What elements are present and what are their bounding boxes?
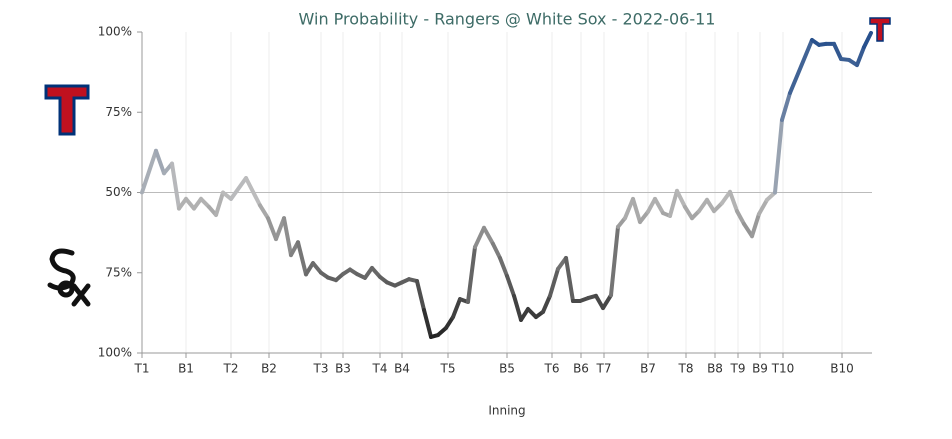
x-tick-label: B3: [335, 362, 351, 376]
line-segment: [675, 188, 687, 209]
white-sox-logo: [47, 248, 91, 307]
line-segment: [512, 293, 523, 322]
x-tick-label: T5: [440, 362, 456, 376]
line-segment: [282, 216, 293, 258]
line-segment: [623, 196, 635, 221]
line-segment: [780, 90, 792, 122]
y-tick-label: 50%: [105, 185, 132, 199]
x-tick-label: B4: [394, 362, 410, 376]
chart-title: Win Probability - Rangers @ White Sox - …: [299, 10, 716, 29]
line-segment: [184, 196, 196, 211]
line-segment: [646, 196, 657, 214]
y-tick-label: 100%: [98, 25, 132, 39]
x-tick-label: T2: [223, 362, 239, 376]
line-segment: [832, 41, 843, 61]
line-segment: [862, 30, 873, 50]
line-segment: [564, 255, 575, 303]
x-tick-label: B2: [261, 362, 277, 376]
y-tick-label: 100%: [98, 346, 132, 360]
x-tick-label: T3: [313, 362, 329, 376]
line-segment: [697, 197, 709, 214]
line-segment: [466, 245, 477, 304]
x-tick-label: B9: [752, 362, 768, 376]
line-segment: [370, 265, 382, 279]
line-segment: [266, 216, 278, 242]
line-segment: [170, 161, 181, 211]
line-segment: [750, 212, 761, 239]
line-segment: [594, 293, 605, 311]
line-segment: [601, 293, 613, 311]
line-segment: [788, 38, 814, 95]
line-segment: [757, 197, 769, 217]
line-segment: [451, 297, 462, 320]
x-tick-label: T9: [730, 362, 746, 376]
x-tick-label: T1: [134, 362, 150, 376]
line-segment: [653, 196, 665, 216]
line-segment: [154, 148, 166, 176]
line-segment: [482, 225, 495, 246]
line-segment: [735, 209, 746, 226]
x-tick-label: B10: [830, 362, 854, 376]
line-segment: [705, 197, 716, 214]
x-axis-label: Inning: [488, 404, 525, 418]
line-segment: [505, 273, 516, 298]
line-segment: [519, 307, 530, 322]
line-segment: [258, 203, 270, 221]
x-tick-label: B5: [499, 362, 515, 376]
x-tick-label: B7: [640, 362, 656, 376]
rangers-logo: [44, 17, 891, 136]
x-tick-label: B1: [178, 362, 194, 376]
y-tick-label: 75%: [105, 265, 132, 279]
line-segment: [683, 204, 694, 221]
line-segment: [311, 261, 323, 275]
x-tick-label: T8: [678, 362, 694, 376]
line-segment: [609, 224, 620, 298]
line-segment: [728, 189, 739, 214]
line-segment: [304, 261, 315, 277]
line-segment: [631, 196, 642, 225]
line-segment: [541, 293, 552, 314]
line-segment: [244, 176, 262, 208]
line-segment: [855, 45, 866, 68]
x-tick-label: B6: [573, 362, 589, 376]
x-tick-label: T4: [372, 362, 388, 376]
line-segment: [668, 188, 679, 218]
line-segment: [415, 279, 426, 312]
line-segment: [140, 148, 158, 195]
line-segment: [296, 240, 308, 277]
line-segment: [498, 255, 509, 278]
line-segment: [548, 266, 560, 298]
line-segment: [473, 225, 486, 250]
line-segment: [214, 190, 225, 217]
y-tick-label: 75%: [105, 105, 132, 119]
x-tick-label: T6: [544, 362, 560, 376]
line-segment: [229, 176, 248, 201]
x-tick-label: T10: [771, 362, 795, 376]
x-tick-label: B8: [707, 362, 723, 376]
line-segment: [422, 307, 433, 339]
line-segment: [773, 117, 784, 195]
line-segment: [638, 209, 650, 225]
line-segment: [491, 241, 502, 260]
line-segment: [444, 315, 455, 330]
x-tick-label: T7: [596, 362, 612, 376]
